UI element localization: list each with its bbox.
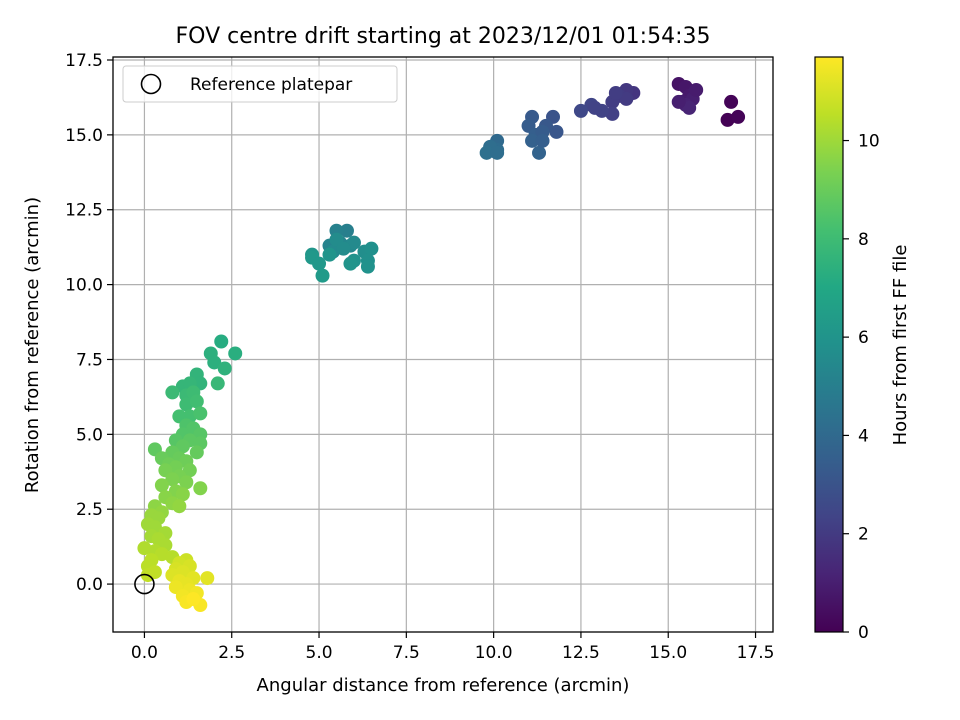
data-point	[193, 406, 208, 421]
x-tick-label: 10.0	[475, 643, 513, 663]
colorbar-tick-label: 4	[858, 426, 869, 446]
y-tick-label: 5.0	[76, 425, 103, 445]
data-point	[525, 133, 540, 148]
chart-title: FOV centre drift starting at 2023/12/01 …	[176, 24, 711, 49]
data-point	[535, 133, 550, 148]
colorbar-tick-label: 10	[858, 132, 880, 152]
data-point	[360, 259, 375, 274]
y-axis-ticks: 0.0 2.5 5.0 7.5 10.0 12.5 15.0 17.5	[65, 51, 113, 595]
x-tick-label: 17.5	[737, 643, 775, 663]
y-tick-label: 15.0	[65, 126, 103, 146]
data-point	[346, 235, 361, 250]
data-point	[175, 439, 190, 454]
legend: Reference platepar	[122, 65, 398, 103]
y-axis-label: Rotation from reference (arcmin)	[22, 197, 43, 493]
data-point	[186, 592, 201, 607]
data-point	[490, 145, 505, 160]
y-tick-label: 12.5	[65, 201, 103, 221]
data-point	[172, 499, 187, 514]
grid-lines	[113, 57, 773, 632]
data-point	[165, 472, 180, 487]
data-point	[189, 394, 204, 409]
colorbar-label: Hours from first FF file	[890, 245, 911, 446]
data-point	[210, 376, 225, 391]
data-point	[193, 481, 208, 496]
colorbar-tick-label: 6	[858, 328, 869, 348]
colorbar-tick-label: 0	[858, 623, 869, 643]
data-point	[549, 124, 564, 139]
x-tick-label: 12.5	[562, 643, 600, 663]
data-point	[322, 247, 337, 262]
plot-frame	[112, 56, 774, 633]
x-axis-ticks: 0.0 2.5 5.0 7.5 10.0 12.5 15.0 17.5	[131, 632, 775, 663]
y-tick-label: 7.5	[76, 350, 103, 370]
data-point	[315, 268, 330, 283]
data-point	[179, 475, 194, 490]
colorbar-gradient	[814, 56, 844, 633]
data-point	[336, 241, 351, 256]
y-tick-label: 10.0	[65, 276, 103, 296]
data-point	[689, 82, 704, 97]
y-tick-label: 0.0	[76, 575, 103, 595]
x-tick-label: 7.5	[393, 643, 420, 663]
legend-entry-reference-platepar: Reference platepar	[190, 75, 352, 95]
data-point	[189, 445, 204, 460]
data-point	[587, 100, 602, 115]
data-point	[214, 334, 229, 349]
colorbar-tick-label: 8	[858, 230, 869, 250]
data-point	[154, 478, 169, 493]
reference-point	[134, 573, 155, 595]
data-point	[724, 94, 739, 109]
x-tick-label: 2.5	[218, 643, 245, 663]
data-point	[175, 487, 190, 502]
colorbar: 0 2 4 6 8 10 Hours from first FF file	[814, 56, 911, 643]
y-tick-label: 2.5	[76, 500, 103, 520]
data-point	[364, 241, 379, 256]
legend-marker-open-circle	[140, 73, 162, 95]
data-point	[343, 256, 358, 271]
data-point	[573, 103, 588, 118]
x-tick-label: 15.0	[649, 643, 687, 663]
x-tick-label: 5.0	[306, 643, 333, 663]
data-point	[479, 145, 494, 160]
legend-box	[122, 65, 398, 103]
y-tick-label: 17.5	[65, 51, 103, 71]
data-point	[532, 145, 547, 160]
data-point	[182, 463, 197, 478]
data-points	[137, 76, 746, 613]
data-point	[608, 85, 623, 100]
data-point	[228, 346, 243, 361]
data-point	[312, 256, 327, 271]
data-point	[339, 223, 354, 238]
data-point	[207, 355, 222, 370]
colorbar-tick-label: 2	[858, 525, 869, 545]
x-axis-label: Angular distance from reference (arcmin)	[257, 675, 630, 696]
data-point	[217, 361, 232, 376]
data-point	[619, 91, 634, 106]
data-point	[200, 571, 215, 586]
data-point	[165, 385, 180, 400]
colorbar-ticks: 0 2 4 6 8 10	[843, 132, 880, 643]
data-point	[682, 100, 697, 115]
data-point	[671, 94, 686, 109]
x-tick-label: 0.0	[131, 643, 158, 663]
reference-platepar-marker	[134, 573, 155, 595]
data-point	[731, 109, 746, 124]
